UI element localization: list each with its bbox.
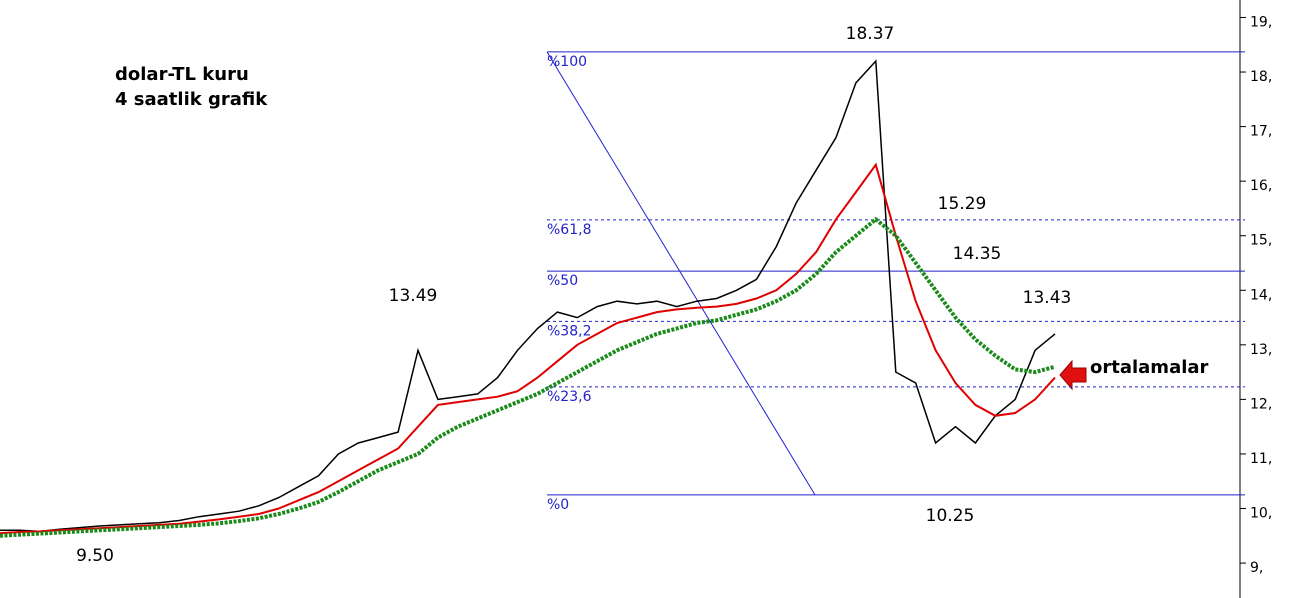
- annotation: 18.37: [846, 24, 895, 44]
- arrow: [1059, 359, 1087, 391]
- y-tick-label: 14,: [1250, 287, 1272, 303]
- y-tick-label: 12,: [1250, 396, 1272, 412]
- y-tick-label: 11,: [1250, 451, 1272, 467]
- fib-label: %61,8: [547, 222, 591, 238]
- series-line: [0, 162, 1056, 535]
- annotation: 14.35: [953, 244, 1002, 264]
- y-tick-label: 13,: [1250, 342, 1272, 358]
- fib-trend: [546, 51, 816, 496]
- series-line: [0, 59, 1056, 533]
- y-tick-label: 17,: [1250, 124, 1272, 140]
- y-tick-label: 9,: [1250, 560, 1263, 576]
- chart-subtitle: 4 saatlik grafik: [115, 89, 268, 110]
- fib-label: %100: [547, 54, 587, 70]
- annotation: 13.49: [389, 286, 438, 306]
- fib-label: %50: [547, 273, 578, 289]
- annotation: 10.25: [926, 506, 975, 526]
- y-tick-label: 15,: [1250, 233, 1272, 249]
- chart-title: dolar-TL kuru: [115, 64, 249, 85]
- y-tick-label: 16,: [1250, 178, 1272, 194]
- annotation: 13.43: [1023, 288, 1072, 308]
- annotation: 9.50: [76, 546, 114, 566]
- series-line: [0, 216, 1056, 538]
- fib-label: %0: [547, 497, 569, 513]
- fib-label: %38,2: [547, 323, 591, 339]
- y-tick-label: 19,: [1250, 14, 1272, 30]
- annotation: ortalamalar: [1090, 357, 1209, 378]
- annotation: 15.29: [938, 194, 987, 214]
- fib-label: %23,6: [547, 389, 592, 405]
- y-tick-label: 10,: [1250, 506, 1272, 522]
- y-tick-label: 18,: [1250, 69, 1272, 85]
